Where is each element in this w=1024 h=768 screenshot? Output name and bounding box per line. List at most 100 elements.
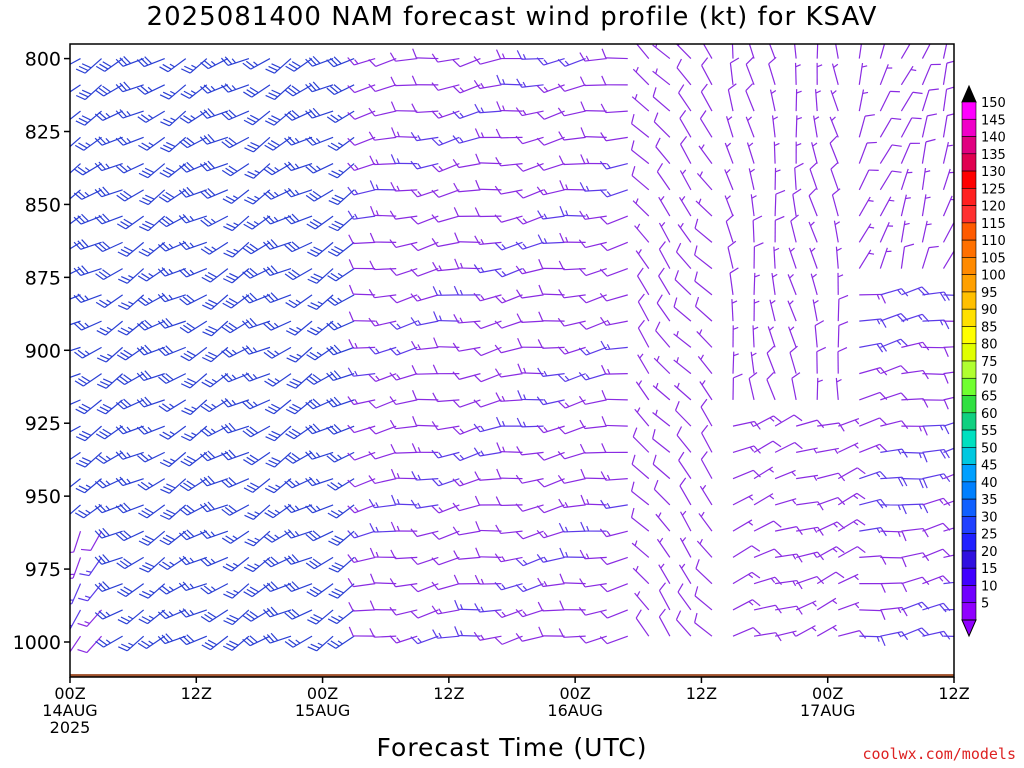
wind-barb	[390, 101, 418, 112]
credit-text[interactable]: coolwx.com/models	[862, 745, 1016, 763]
wind-barb	[178, 161, 208, 173]
wind-barb	[679, 537, 692, 558]
wind-barb	[199, 475, 229, 487]
wind-barb	[557, 83, 586, 92]
colorbar-swatch	[961, 498, 977, 517]
wind-barb	[326, 370, 355, 382]
wind-barb	[579, 182, 607, 192]
wind-barb	[880, 556, 907, 568]
wind-barb	[774, 414, 803, 427]
wind-barb	[794, 62, 801, 85]
colorbar-swatch	[961, 170, 977, 189]
wind-barb	[579, 210, 607, 220]
wind-barb	[753, 299, 760, 322]
colorbar-swatch	[961, 118, 977, 137]
wind-barb	[516, 289, 544, 299]
wind-barb	[494, 214, 523, 223]
wind-barb	[516, 417, 544, 428]
wind-barb	[637, 353, 650, 374]
wind-barb	[631, 454, 650, 480]
wind-barb	[557, 373, 586, 383]
wind-barb	[136, 425, 165, 435]
wind-barb	[515, 608, 544, 618]
wind-barb	[678, 563, 692, 584]
wind-barb	[809, 161, 818, 191]
wind-barb	[242, 609, 271, 622]
wind-barb	[858, 89, 869, 112]
wind-barb	[900, 91, 923, 112]
wind-barb	[138, 530, 166, 546]
wind-barb	[943, 345, 954, 348]
wind-barb	[496, 101, 523, 112]
wind-barb	[859, 609, 886, 620]
wind-barb	[833, 220, 841, 243]
wind-barb	[771, 115, 779, 138]
colorbar-label: 95	[981, 286, 998, 301]
wind-barb	[701, 57, 713, 86]
wind-barb	[369, 600, 397, 611]
wind-barb	[631, 94, 650, 112]
wind-barb	[368, 83, 397, 93]
wind-barb	[696, 171, 713, 191]
colorbar-swatch	[961, 429, 977, 448]
wind-barb	[835, 377, 842, 400]
wind-barb	[137, 268, 166, 282]
wind-barb	[900, 142, 920, 164]
wind-barb	[748, 168, 755, 190]
wind-barb	[495, 416, 523, 427]
colorbar-swatch	[961, 360, 977, 379]
wind-barb	[816, 44, 819, 59]
colorbar-label: 145	[981, 113, 1006, 128]
wind-barb	[922, 575, 951, 585]
y-tick-label: 925	[25, 413, 61, 435]
wind-barb	[74, 346, 102, 359]
wind-barb	[96, 320, 123, 336]
wind-barb	[158, 556, 187, 571]
wind-barb	[559, 547, 586, 559]
wind-barb	[673, 382, 692, 401]
wind-barb	[656, 294, 671, 322]
wind-barb	[725, 214, 734, 243]
wind-barb	[70, 478, 81, 493]
wind-barb	[816, 62, 823, 85]
wind-barb	[305, 423, 334, 435]
wind-barb	[630, 481, 650, 506]
wind-barb	[242, 399, 271, 410]
wind-barb	[677, 583, 692, 611]
y-tick-label: 875	[25, 267, 61, 289]
wind-barb	[810, 273, 818, 296]
colorbar-top-arrow	[961, 84, 977, 103]
wind-barb	[494, 344, 523, 354]
wind-barb	[536, 136, 565, 146]
wind-barb	[517, 390, 544, 401]
wind-barb	[94, 609, 123, 620]
wind-barb	[634, 223, 650, 243]
wind-barb	[263, 189, 292, 200]
wind-barb	[368, 317, 397, 327]
wind-barb	[264, 110, 292, 126]
wind-barb	[694, 218, 713, 243]
wind-barb	[557, 474, 586, 484]
wind-barb	[637, 319, 650, 348]
wind-barb	[452, 526, 481, 536]
wind-barb	[775, 579, 803, 590]
wind-barb	[679, 109, 692, 138]
wind-barb	[794, 162, 804, 190]
wind-barb	[389, 635, 418, 644]
wind-barb	[284, 187, 313, 198]
wind-barb	[284, 503, 313, 514]
wind-barb	[788, 326, 797, 348]
wind-barb	[221, 320, 250, 334]
wind-barb	[769, 299, 776, 322]
wind-barb	[859, 293, 886, 304]
wind-barb	[200, 425, 229, 437]
wind-barb	[139, 215, 166, 232]
wind-barb	[943, 552, 954, 558]
wind-barb	[243, 110, 271, 126]
wind-barb	[766, 44, 776, 59]
wind-barb	[475, 547, 502, 559]
wind-barb	[753, 632, 782, 642]
wind-barb	[515, 265, 544, 275]
wind-barb	[599, 189, 628, 198]
wind-barb	[879, 64, 893, 86]
